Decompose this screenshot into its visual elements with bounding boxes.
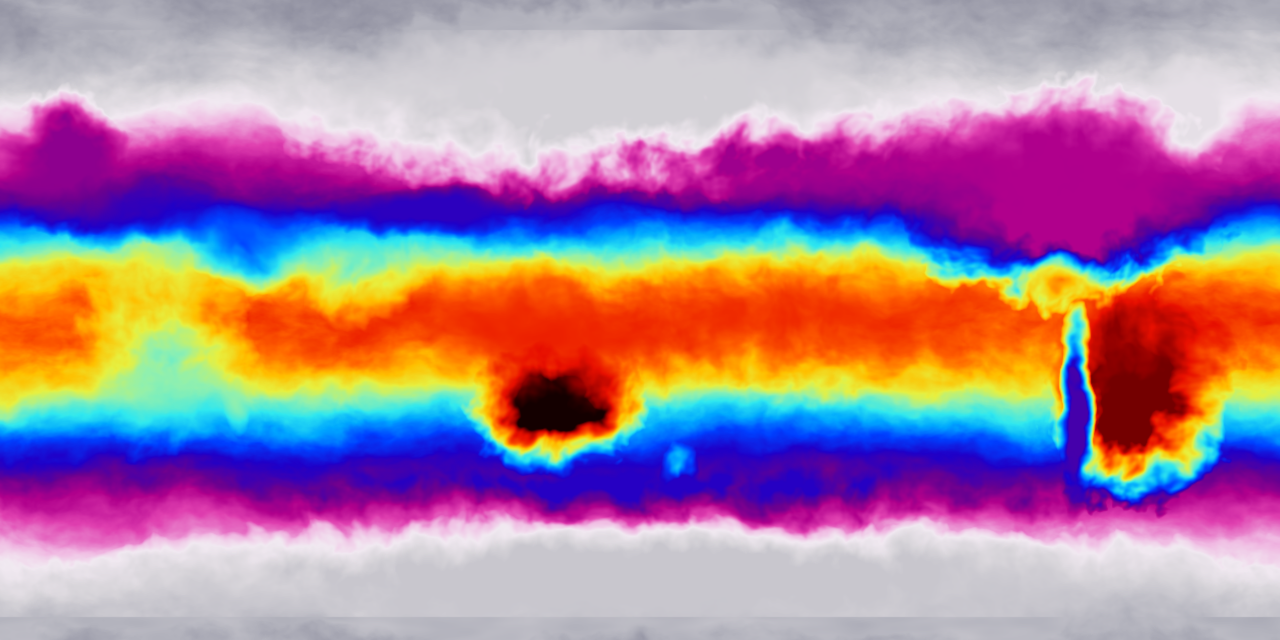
temperature-map-viewport <box>0 0 1280 640</box>
global-temperature-heatmap <box>0 0 1280 640</box>
